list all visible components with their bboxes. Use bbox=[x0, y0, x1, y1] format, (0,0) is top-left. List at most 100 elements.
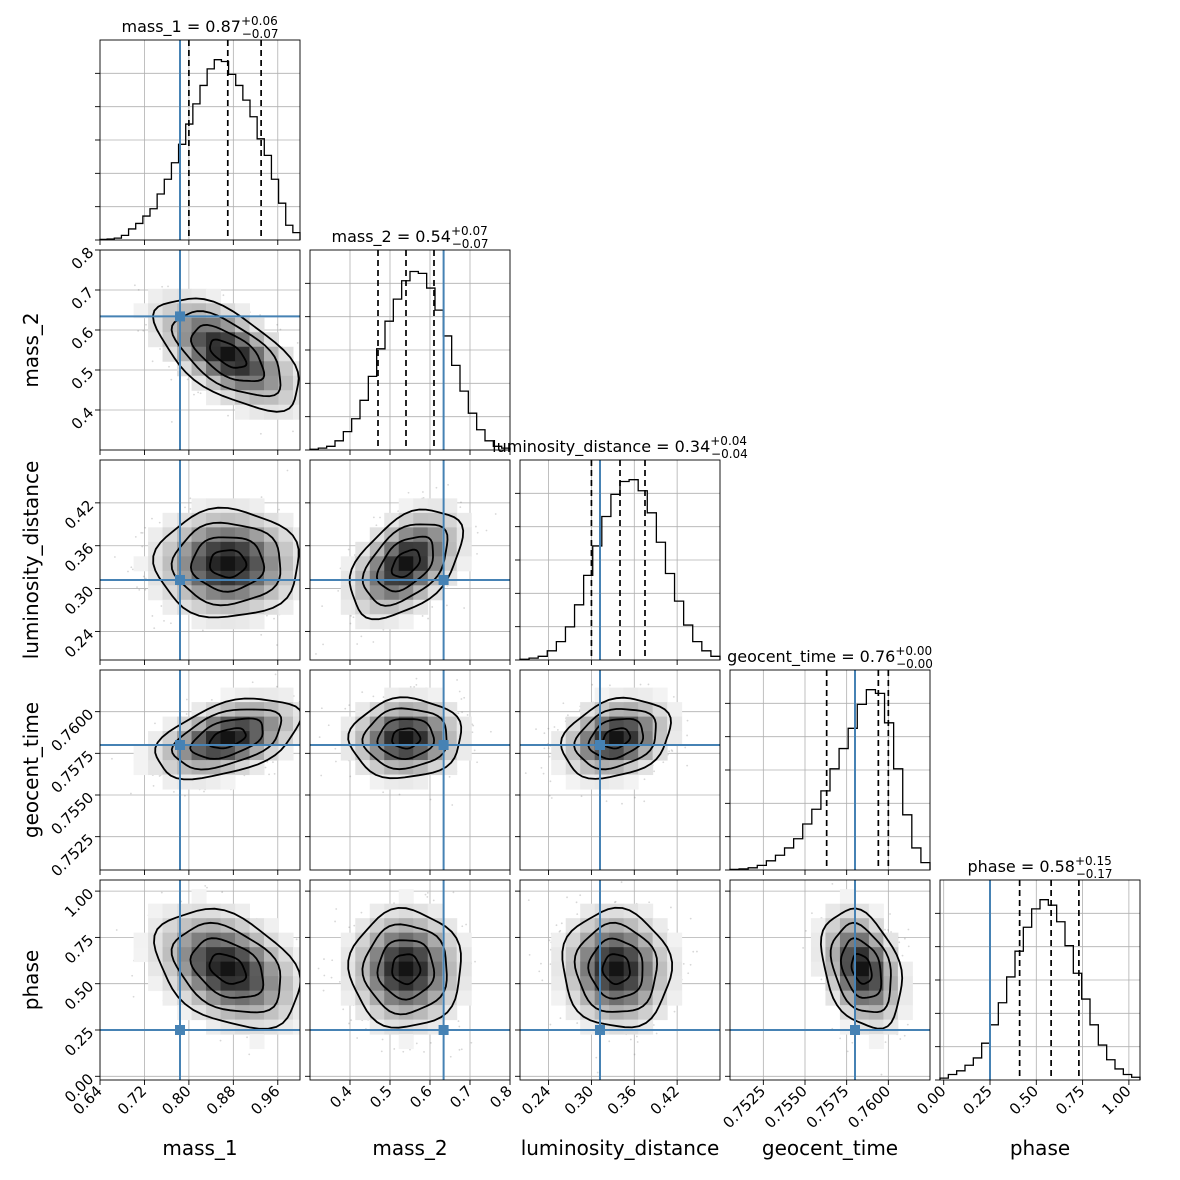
sample-point bbox=[375, 524, 378, 527]
density-bin bbox=[384, 599, 400, 615]
density-bin bbox=[191, 702, 207, 718]
density-bins bbox=[133, 498, 300, 630]
sample-point bbox=[318, 736, 321, 739]
density-bin bbox=[278, 541, 294, 557]
density-bin bbox=[264, 375, 280, 391]
sample-point bbox=[344, 707, 347, 710]
sample-point bbox=[130, 566, 133, 569]
sample-point bbox=[473, 749, 476, 752]
sample-point bbox=[471, 731, 474, 734]
sample-point bbox=[633, 796, 636, 799]
density-bin bbox=[235, 541, 251, 557]
panel-content bbox=[520, 670, 720, 870]
density-bin bbox=[249, 512, 265, 528]
sample-point bbox=[662, 761, 665, 764]
density-bin bbox=[148, 585, 164, 601]
density-bin bbox=[235, 570, 251, 586]
sample-point bbox=[458, 690, 461, 693]
sample-point bbox=[461, 711, 464, 714]
sample-point bbox=[141, 531, 144, 534]
sample-point bbox=[311, 730, 313, 732]
density-bin bbox=[220, 687, 236, 703]
sample-point bbox=[327, 702, 329, 704]
density-bin bbox=[162, 990, 178, 1006]
density-bin bbox=[148, 932, 164, 948]
density-bin bbox=[220, 599, 236, 615]
sample-point bbox=[142, 575, 145, 578]
sample-point bbox=[321, 605, 324, 607]
density-bin bbox=[667, 731, 683, 747]
sample-point bbox=[643, 778, 646, 781]
truth-marker bbox=[438, 740, 449, 750]
hist-panel-mass_2: mass_2 = 0.54+0.07 −0.07 bbox=[305, 224, 511, 455]
sample-point bbox=[335, 760, 337, 763]
density-bin bbox=[249, 990, 265, 1006]
histogram bbox=[729, 689, 931, 871]
sample-point bbox=[322, 643, 324, 646]
sample-point bbox=[463, 607, 466, 609]
density-bin bbox=[148, 332, 164, 348]
panel-frame bbox=[939, 879, 1141, 1081]
sample-point bbox=[199, 392, 202, 395]
density-bin bbox=[148, 570, 164, 586]
contour-level bbox=[190, 323, 266, 383]
sample-point bbox=[302, 1005, 304, 1007]
y-axis-label: geocent_time bbox=[19, 702, 43, 838]
panel-mass_2-vs-luminosity_distance bbox=[305, 459, 511, 665]
density-bin bbox=[191, 976, 207, 992]
sample-point bbox=[184, 506, 186, 509]
density-bin bbox=[292, 556, 300, 572]
sample-point bbox=[609, 684, 611, 687]
grid bbox=[100, 40, 300, 240]
sample-point bbox=[605, 800, 608, 803]
sample-point bbox=[332, 568, 334, 570]
density-bin bbox=[340, 745, 356, 761]
density-bin bbox=[191, 585, 207, 601]
sample-point bbox=[259, 432, 262, 435]
sample-point bbox=[353, 554, 356, 556]
sample-point bbox=[264, 766, 267, 769]
sample-point bbox=[314, 979, 316, 981]
sample-point bbox=[307, 564, 309, 566]
sample-point bbox=[431, 606, 434, 608]
sample-point bbox=[415, 677, 418, 680]
sample-point bbox=[189, 497, 192, 500]
sample-point bbox=[335, 374, 337, 376]
sample-point bbox=[221, 891, 224, 894]
sample-point bbox=[301, 997, 303, 999]
density-bin bbox=[292, 375, 300, 391]
grid bbox=[520, 460, 720, 660]
sample-point bbox=[132, 995, 135, 998]
contour-level bbox=[601, 727, 632, 750]
sample-point bbox=[456, 679, 458, 681]
density-bin bbox=[162, 716, 178, 732]
histogram bbox=[939, 899, 1141, 1080]
sample-point bbox=[136, 586, 138, 589]
density-bin bbox=[355, 541, 371, 557]
density-bin bbox=[398, 556, 414, 572]
density-bin bbox=[133, 745, 149, 761]
density-bin bbox=[551, 760, 567, 776]
sample-point bbox=[319, 1032, 321, 1034]
density-bin bbox=[264, 585, 280, 601]
density-bin bbox=[278, 585, 294, 601]
density-bin bbox=[249, 932, 265, 948]
sample-point bbox=[591, 683, 594, 686]
contour-level bbox=[154, 697, 300, 781]
panel-mass_2-vs-geocent_time bbox=[305, 669, 511, 875]
density-bin bbox=[551, 731, 567, 747]
density-bin bbox=[191, 541, 207, 557]
sample-point bbox=[535, 728, 537, 730]
density-bin bbox=[220, 512, 236, 528]
sample-point bbox=[643, 800, 646, 803]
density-bin bbox=[638, 687, 654, 703]
density-bin bbox=[220, 498, 236, 514]
sample-point bbox=[372, 641, 375, 643]
grid bbox=[730, 670, 930, 870]
sample-point bbox=[209, 667, 211, 669]
density-bin bbox=[369, 599, 385, 615]
sample-point bbox=[312, 374, 314, 376]
sample-point bbox=[111, 757, 113, 760]
